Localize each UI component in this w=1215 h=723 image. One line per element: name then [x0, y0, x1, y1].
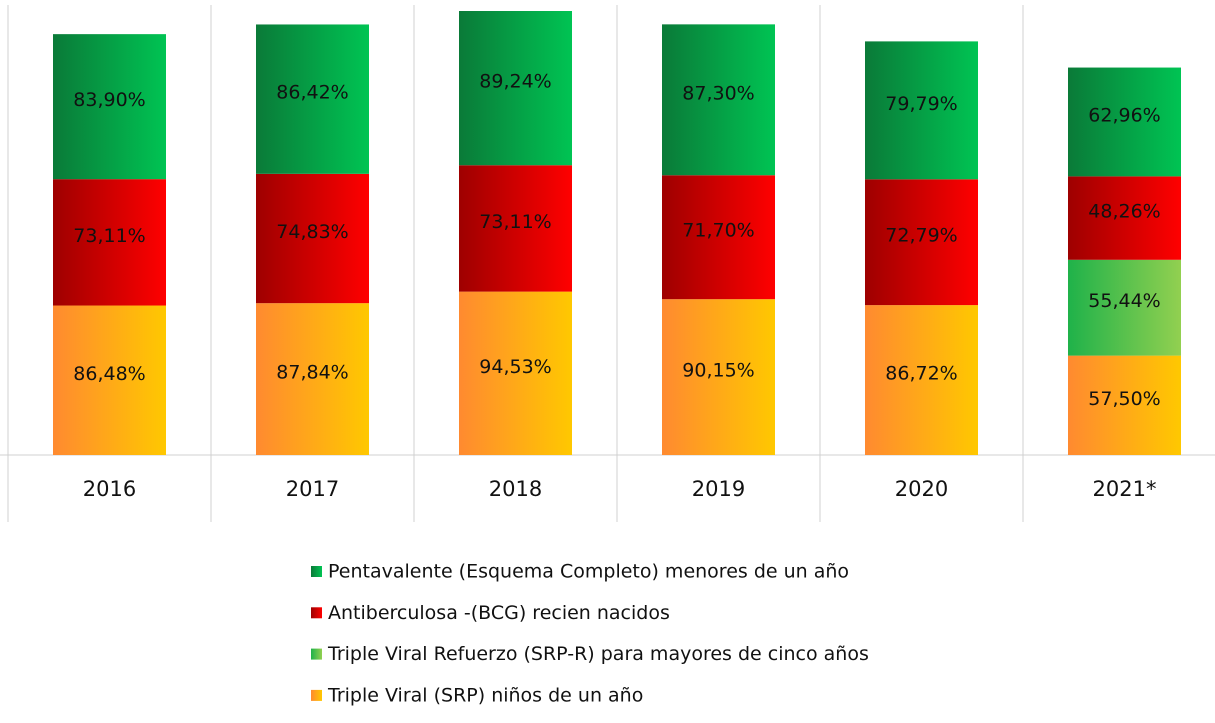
bar-segment [459, 291, 572, 455]
legend-swatch [311, 689, 322, 701]
x-tick-label: 2019 [692, 477, 745, 501]
legend-swatch [311, 648, 322, 660]
data-label: 79,79% [885, 93, 957, 115]
data-label: 55,44% [1088, 290, 1160, 312]
data-label: 74,83% [276, 221, 348, 243]
data-label: 86,72% [885, 363, 957, 385]
data-label: 71,70% [682, 220, 754, 242]
bar-segment [662, 175, 775, 300]
bar-segment [662, 299, 775, 455]
legend-swatch [311, 607, 322, 619]
bar-segment [256, 303, 369, 455]
data-label: 86,48% [73, 363, 145, 385]
bar-segment [662, 24, 775, 176]
x-tick-label: 2017 [286, 477, 339, 501]
bar-segment [53, 34, 166, 180]
data-label: 62,96% [1088, 104, 1160, 126]
bar-segment [865, 179, 978, 306]
bar-segment [1068, 67, 1181, 177]
data-label: 90,15% [682, 360, 754, 382]
x-tick-label: 2020 [895, 477, 948, 501]
bar-segment [1068, 355, 1181, 455]
data-label: 86,42% [276, 82, 348, 104]
x-tick-label: 2016 [83, 477, 136, 501]
data-label: 89,24% [479, 71, 551, 93]
bar-segment [53, 179, 166, 306]
data-label: 73,11% [479, 211, 551, 233]
data-label: 73,11% [73, 225, 145, 247]
data-label: 83,90% [73, 89, 145, 111]
data-label: 87,30% [682, 82, 754, 104]
legend-label: Antiberculosa -(BCG) recien nacidos [328, 602, 670, 624]
legend-label: Triple Viral Refuerzo (SRP-R) para mayor… [327, 643, 869, 665]
legend-swatch [311, 566, 322, 577]
bar-segment [459, 11, 572, 166]
bar-segment [256, 173, 369, 304]
bar-segment [1068, 176, 1181, 260]
bar-segment [459, 165, 572, 292]
data-label: 57,50% [1088, 388, 1160, 410]
legend-label: Pentavalente (Esquema Completo) menores … [328, 561, 849, 583]
data-label: 72,79% [885, 225, 957, 247]
bar-segment [256, 24, 369, 174]
bar-segment [865, 41, 978, 180]
data-label: 94,53% [479, 356, 551, 378]
x-tick-label: 2021* [1093, 477, 1157, 501]
bar-segment [53, 305, 166, 455]
data-label: 87,84% [276, 362, 348, 384]
bar-segment [1068, 259, 1181, 356]
x-tick-label: 2018 [489, 477, 542, 501]
legend-label: Triple Viral (SRP) niños de un año [327, 684, 643, 706]
bar-segment [865, 305, 978, 455]
data-label: 48,26% [1088, 201, 1160, 223]
